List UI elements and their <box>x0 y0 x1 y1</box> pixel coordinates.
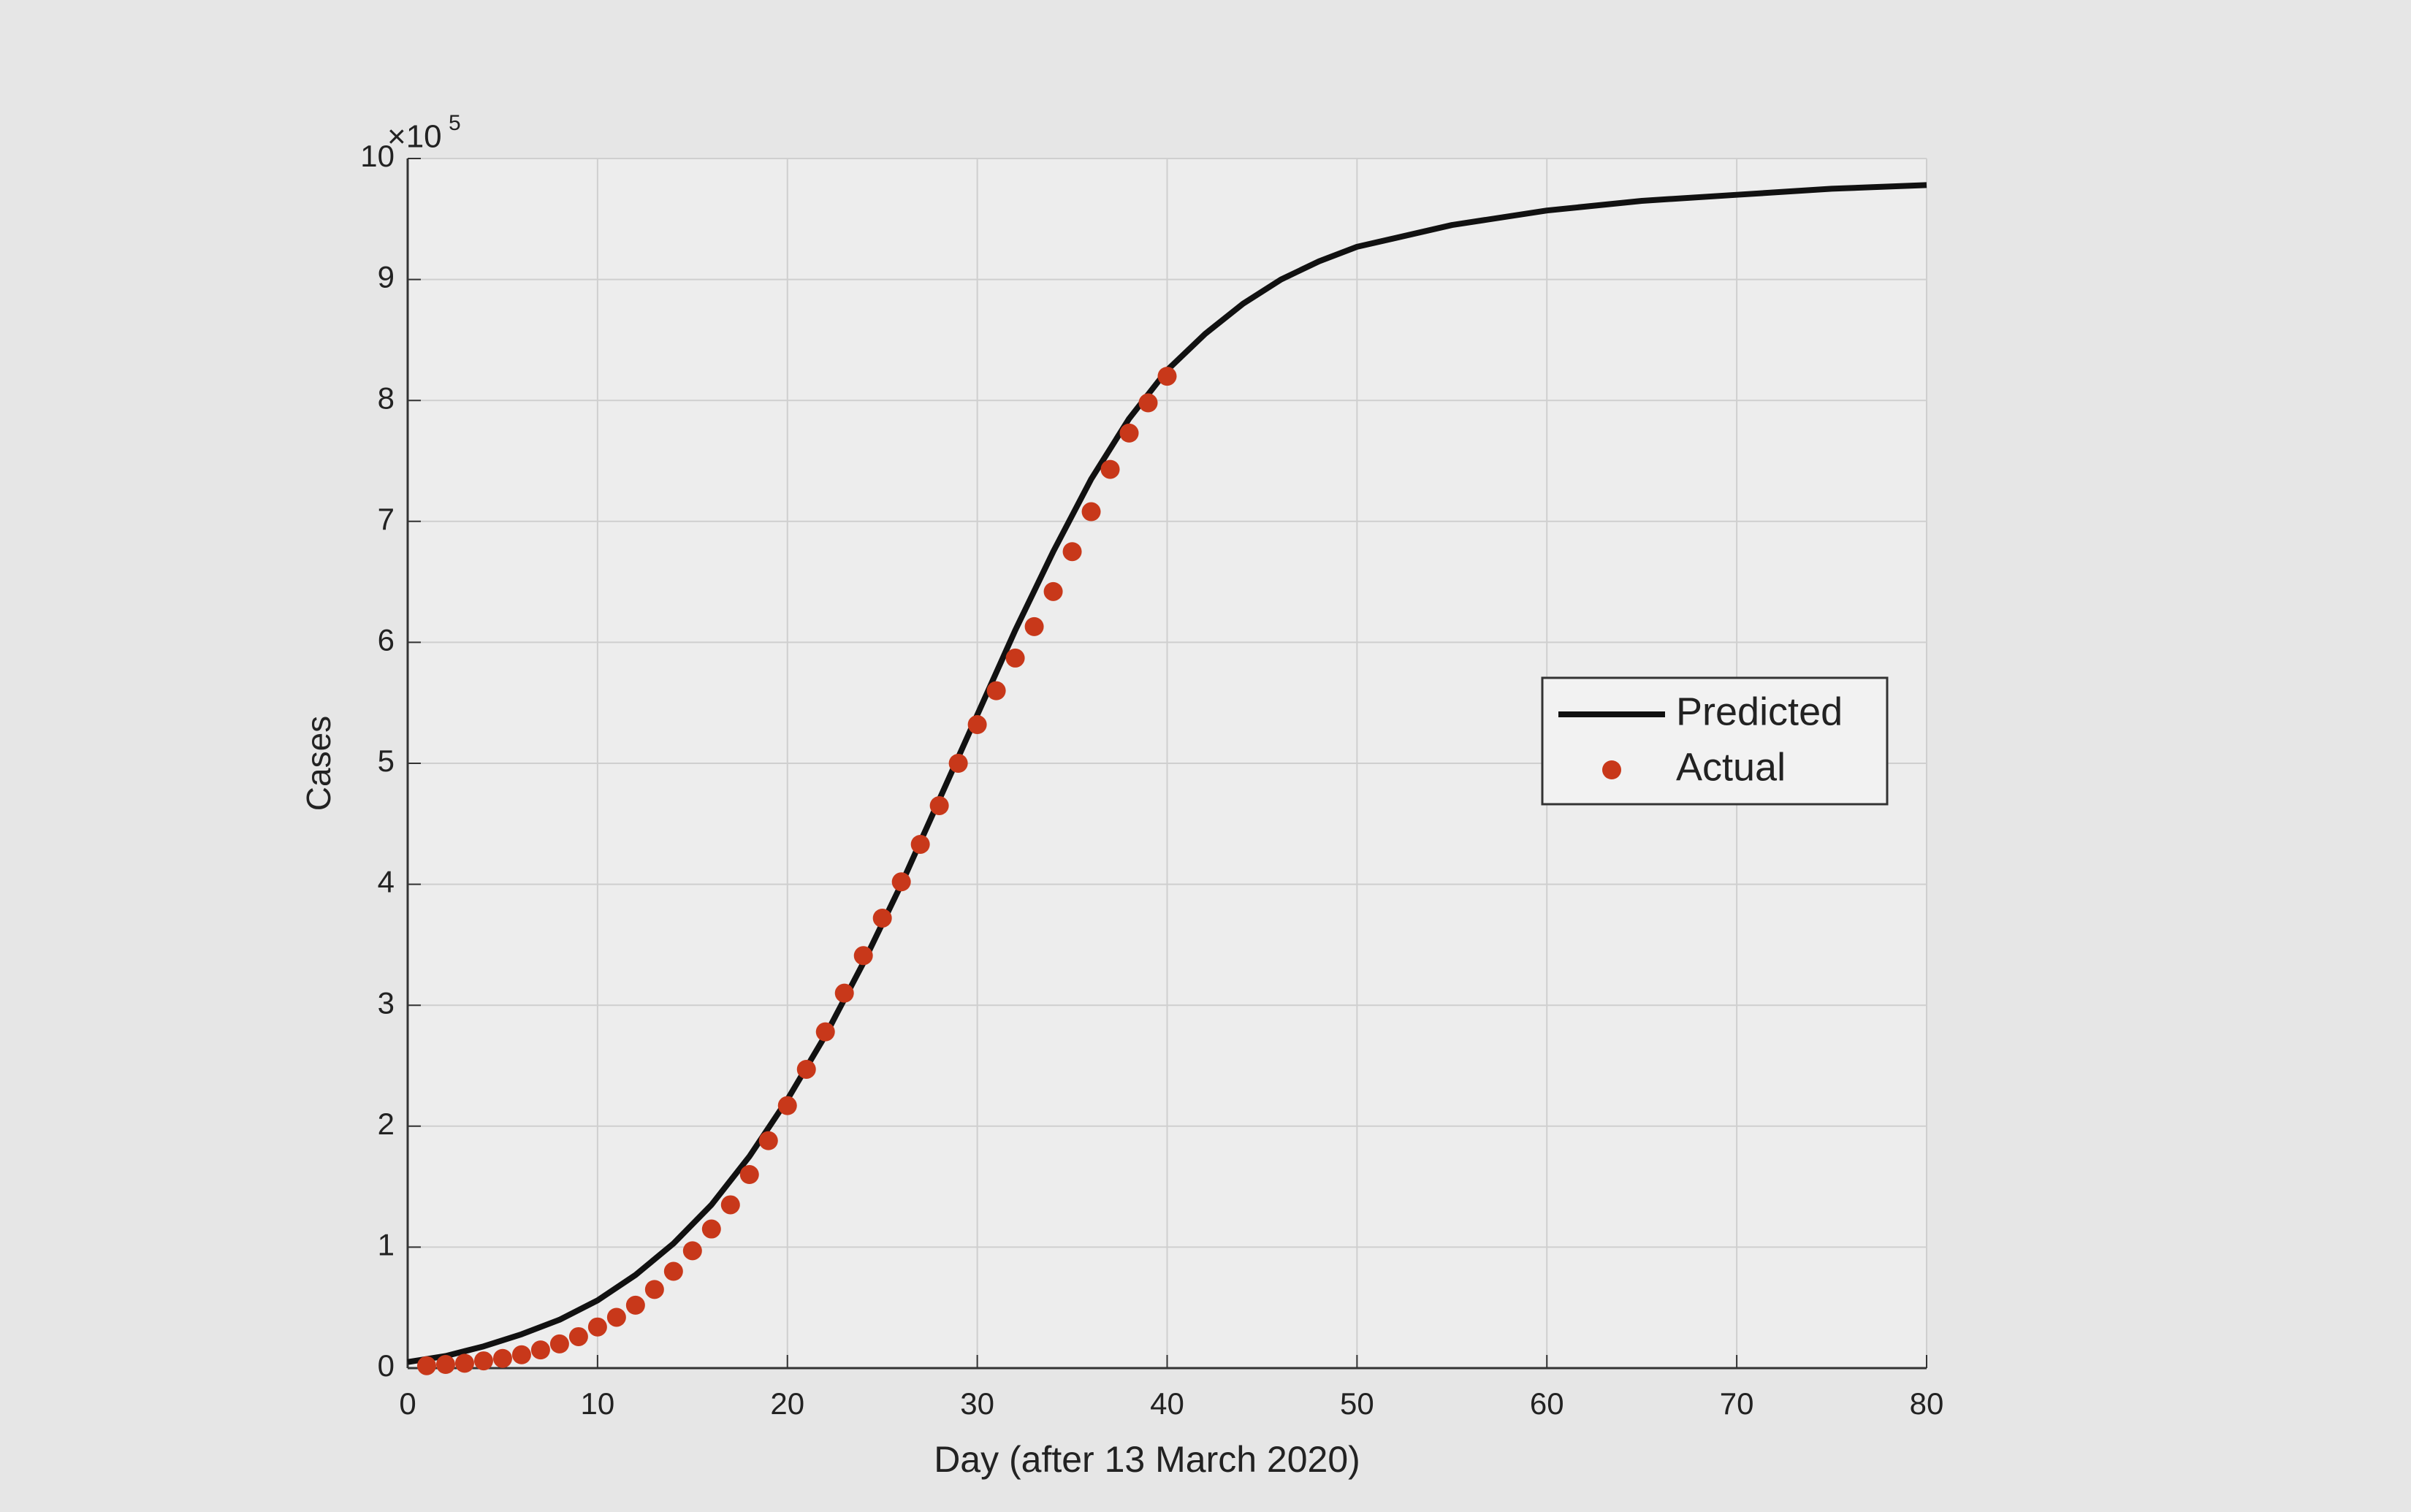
data-point <box>1119 423 1139 443</box>
legend-box <box>1541 676 1889 806</box>
data-point <box>777 1096 797 1115</box>
data-point <box>929 795 949 815</box>
x-tick-label: 10 <box>581 1386 615 1421</box>
legend-label: Actual <box>1676 745 1786 789</box>
legend-marker <box>1602 760 1621 779</box>
data-point <box>416 1356 436 1375</box>
data-point <box>891 872 911 892</box>
data-point <box>492 1348 512 1368</box>
x-tick-label: 30 <box>960 1386 994 1421</box>
y-tick-label: 1 <box>378 1227 395 1261</box>
y-tick-label: 4 <box>378 865 395 899</box>
x-tick-label: 70 <box>1720 1386 1754 1421</box>
data-point <box>1100 459 1120 479</box>
data-point <box>663 1261 683 1281</box>
x-tick-label: 0 <box>399 1386 416 1421</box>
data-point <box>910 834 930 854</box>
x-tick-label: 40 <box>1150 1386 1184 1421</box>
data-point <box>682 1241 702 1261</box>
data-point <box>834 983 854 1003</box>
x-tick-label: 20 <box>770 1386 804 1421</box>
data-point <box>739 1165 759 1185</box>
data-point <box>511 1345 531 1364</box>
data-point <box>1024 616 1044 636</box>
y-tick-label: 8 <box>378 381 395 415</box>
data-point <box>606 1307 626 1327</box>
data-point <box>701 1219 721 1239</box>
data-point <box>796 1059 816 1079</box>
y-axis-label: Cases <box>300 716 338 811</box>
y-scale-exponent: 5 <box>449 111 461 135</box>
x-tick-label: 50 <box>1340 1386 1374 1421</box>
y-tick-label: 6 <box>378 622 395 657</box>
data-point <box>530 1340 550 1360</box>
x-tick-label: 60 <box>1530 1386 1564 1421</box>
data-point <box>815 1022 835 1042</box>
y-scale-label: ×10 <box>387 119 442 155</box>
data-point <box>853 946 873 966</box>
data-point <box>587 1317 607 1337</box>
data-point <box>1081 502 1101 522</box>
data-point <box>435 1355 455 1375</box>
y-tick-label: 3 <box>378 985 395 1020</box>
data-point <box>1062 542 1082 562</box>
y-tick-label: 9 <box>378 260 395 294</box>
data-point <box>967 715 987 735</box>
data-point <box>758 1131 778 1150</box>
x-tick-label: 80 <box>1910 1386 1944 1421</box>
y-tick-label: 2 <box>378 1107 395 1141</box>
y-tick-label: 10 <box>360 139 395 173</box>
data-point <box>473 1351 493 1371</box>
data-point <box>720 1195 740 1215</box>
x-axis-label: Day (after 13 March 2020) <box>934 1439 1360 1480</box>
data-point <box>644 1280 664 1299</box>
data-point <box>1138 393 1158 413</box>
data-point <box>872 908 892 928</box>
data-point <box>1043 581 1063 601</box>
data-point <box>549 1334 569 1353</box>
data-point <box>1005 648 1025 668</box>
legend-label: Predicted <box>1676 690 1843 733</box>
data-point <box>625 1295 645 1315</box>
y-tick-label: 0 <box>378 1348 395 1383</box>
data-point <box>1157 367 1177 386</box>
y-tick-label: 5 <box>378 744 395 778</box>
data-point <box>948 754 968 773</box>
data-point <box>454 1353 474 1373</box>
line-series <box>407 182 1927 1365</box>
y-tick-label: 7 <box>378 502 395 536</box>
data-point <box>986 681 1006 700</box>
data-point <box>568 1326 588 1346</box>
